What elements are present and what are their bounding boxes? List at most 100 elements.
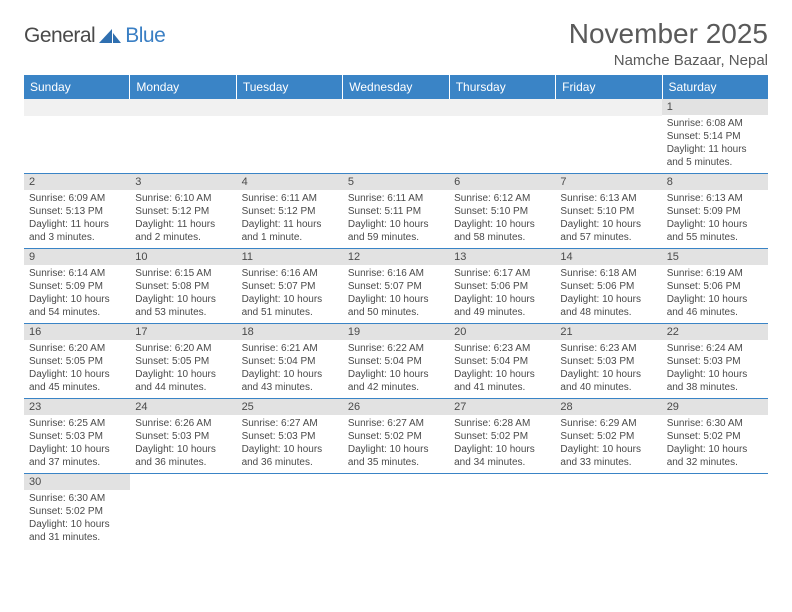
week-row: 9Sunrise: 6:14 AMSunset: 5:09 PMDaylight… xyxy=(24,249,768,324)
day-body: Sunrise: 6:11 AMSunset: 5:12 PMDaylight:… xyxy=(237,190,343,248)
day-cell: 7Sunrise: 6:13 AMSunset: 5:10 PMDaylight… xyxy=(555,174,661,248)
day-header: Thursday xyxy=(450,75,556,99)
day-body: Sunrise: 6:16 AMSunset: 5:07 PMDaylight:… xyxy=(237,265,343,323)
daylight-line: Daylight: 10 hours and 58 minutes. xyxy=(454,218,550,244)
day-number: 26 xyxy=(343,399,449,415)
daylight-line: Daylight: 10 hours and 32 minutes. xyxy=(667,443,763,469)
day-body: Sunrise: 6:27 AMSunset: 5:03 PMDaylight:… xyxy=(237,415,343,473)
day-number: 17 xyxy=(130,324,236,340)
sunrise-line: Sunrise: 6:26 AM xyxy=(135,417,231,430)
day-cell: 3Sunrise: 6:10 AMSunset: 5:12 PMDaylight… xyxy=(130,174,236,248)
day-cell: 30Sunrise: 6:30 AMSunset: 5:02 PMDayligh… xyxy=(24,474,130,548)
empty-day-cell xyxy=(237,99,343,173)
week-row: 30Sunrise: 6:30 AMSunset: 5:02 PMDayligh… xyxy=(24,474,768,548)
day-body: Sunrise: 6:25 AMSunset: 5:03 PMDaylight:… xyxy=(24,415,130,473)
sunrise-line: Sunrise: 6:18 AM xyxy=(560,267,656,280)
day-body: Sunrise: 6:19 AMSunset: 5:06 PMDaylight:… xyxy=(662,265,768,323)
day-body: Sunrise: 6:27 AMSunset: 5:02 PMDaylight:… xyxy=(343,415,449,473)
sunset-line: Sunset: 5:10 PM xyxy=(454,205,550,218)
empty-day-cell xyxy=(343,99,449,173)
day-cell: 10Sunrise: 6:15 AMSunset: 5:08 PMDayligh… xyxy=(130,249,236,323)
day-body: Sunrise: 6:10 AMSunset: 5:12 PMDaylight:… xyxy=(130,190,236,248)
day-body: Sunrise: 6:29 AMSunset: 5:02 PMDaylight:… xyxy=(555,415,661,473)
sunrise-line: Sunrise: 6:22 AM xyxy=(348,342,444,355)
day-number: 11 xyxy=(237,249,343,265)
sunrise-line: Sunrise: 6:23 AM xyxy=(454,342,550,355)
day-number: 24 xyxy=(130,399,236,415)
day-number: 9 xyxy=(24,249,130,265)
sunset-line: Sunset: 5:03 PM xyxy=(242,430,338,443)
sunset-line: Sunset: 5:07 PM xyxy=(348,280,444,293)
sunrise-line: Sunrise: 6:27 AM xyxy=(348,417,444,430)
day-header: Monday xyxy=(130,75,236,99)
day-number: 4 xyxy=(237,174,343,190)
day-body: Sunrise: 6:22 AMSunset: 5:04 PMDaylight:… xyxy=(343,340,449,398)
sunrise-line: Sunrise: 6:10 AM xyxy=(135,192,231,205)
empty-day-cell xyxy=(449,474,555,548)
day-cell: 26Sunrise: 6:27 AMSunset: 5:02 PMDayligh… xyxy=(343,399,449,473)
sunset-line: Sunset: 5:11 PM xyxy=(348,205,444,218)
day-body: Sunrise: 6:09 AMSunset: 5:13 PMDaylight:… xyxy=(24,190,130,248)
daylight-line: Daylight: 10 hours and 36 minutes. xyxy=(135,443,231,469)
day-number: 19 xyxy=(343,324,449,340)
sunset-line: Sunset: 5:08 PM xyxy=(135,280,231,293)
sunrise-line: Sunrise: 6:27 AM xyxy=(242,417,338,430)
day-number: 21 xyxy=(555,324,661,340)
sunset-line: Sunset: 5:02 PM xyxy=(560,430,656,443)
day-cell: 23Sunrise: 6:25 AMSunset: 5:03 PMDayligh… xyxy=(24,399,130,473)
sunrise-line: Sunrise: 6:11 AM xyxy=(348,192,444,205)
sunrise-line: Sunrise: 6:20 AM xyxy=(29,342,125,355)
day-number: 27 xyxy=(449,399,555,415)
sunset-line: Sunset: 5:14 PM xyxy=(667,130,763,143)
day-cell: 18Sunrise: 6:21 AMSunset: 5:04 PMDayligh… xyxy=(237,324,343,398)
sunset-line: Sunset: 5:06 PM xyxy=(560,280,656,293)
day-body: Sunrise: 6:23 AMSunset: 5:04 PMDaylight:… xyxy=(449,340,555,398)
day-cell: 29Sunrise: 6:30 AMSunset: 5:02 PMDayligh… xyxy=(662,399,768,473)
sunset-line: Sunset: 5:12 PM xyxy=(135,205,231,218)
empty-bar xyxy=(343,99,449,116)
sunrise-line: Sunrise: 6:14 AM xyxy=(29,267,125,280)
sunset-line: Sunset: 5:04 PM xyxy=(242,355,338,368)
daylight-line: Daylight: 10 hours and 31 minutes. xyxy=(29,518,125,544)
sunrise-line: Sunrise: 6:08 AM xyxy=(667,117,763,130)
empty-day-cell xyxy=(130,99,236,173)
daylight-line: Daylight: 10 hours and 50 minutes. xyxy=(348,293,444,319)
day-number: 25 xyxy=(237,399,343,415)
week-row: 2Sunrise: 6:09 AMSunset: 5:13 PMDaylight… xyxy=(24,174,768,249)
sunset-line: Sunset: 5:07 PM xyxy=(242,280,338,293)
day-body: Sunrise: 6:30 AMSunset: 5:02 PMDaylight:… xyxy=(662,415,768,473)
sunset-line: Sunset: 5:13 PM xyxy=(29,205,125,218)
day-body: Sunrise: 6:24 AMSunset: 5:03 PMDaylight:… xyxy=(662,340,768,398)
daylight-line: Daylight: 11 hours and 2 minutes. xyxy=(135,218,231,244)
day-number: 12 xyxy=(343,249,449,265)
day-body: Sunrise: 6:14 AMSunset: 5:09 PMDaylight:… xyxy=(24,265,130,323)
page-title: November 2025 xyxy=(569,18,768,50)
day-header: Saturday xyxy=(663,75,768,99)
logo: General Blue xyxy=(24,24,165,48)
day-number: 16 xyxy=(24,324,130,340)
day-number: 1 xyxy=(662,99,768,115)
daylight-line: Daylight: 10 hours and 44 minutes. xyxy=(135,368,231,394)
day-cell: 20Sunrise: 6:23 AMSunset: 5:04 PMDayligh… xyxy=(449,324,555,398)
sunrise-line: Sunrise: 6:23 AM xyxy=(560,342,656,355)
daylight-line: Daylight: 10 hours and 59 minutes. xyxy=(348,218,444,244)
daylight-line: Daylight: 10 hours and 36 minutes. xyxy=(242,443,338,469)
day-cell: 2Sunrise: 6:09 AMSunset: 5:13 PMDaylight… xyxy=(24,174,130,248)
day-header: Tuesday xyxy=(237,75,343,99)
day-cell: 14Sunrise: 6:18 AMSunset: 5:06 PMDayligh… xyxy=(555,249,661,323)
day-cell: 9Sunrise: 6:14 AMSunset: 5:09 PMDaylight… xyxy=(24,249,130,323)
day-body: Sunrise: 6:23 AMSunset: 5:03 PMDaylight:… xyxy=(555,340,661,398)
day-cell: 17Sunrise: 6:20 AMSunset: 5:05 PMDayligh… xyxy=(130,324,236,398)
sunset-line: Sunset: 5:02 PM xyxy=(667,430,763,443)
day-number: 7 xyxy=(555,174,661,190)
day-number: 3 xyxy=(130,174,236,190)
week-row: 1Sunrise: 6:08 AMSunset: 5:14 PMDaylight… xyxy=(24,99,768,174)
empty-bar xyxy=(237,99,343,116)
day-cell: 5Sunrise: 6:11 AMSunset: 5:11 PMDaylight… xyxy=(343,174,449,248)
empty-day-cell xyxy=(449,99,555,173)
page-subtitle: Namche Bazaar, Nepal xyxy=(569,52,768,69)
day-header: Wednesday xyxy=(343,75,449,99)
day-number: 23 xyxy=(24,399,130,415)
day-cell: 11Sunrise: 6:16 AMSunset: 5:07 PMDayligh… xyxy=(237,249,343,323)
sunrise-line: Sunrise: 6:30 AM xyxy=(667,417,763,430)
